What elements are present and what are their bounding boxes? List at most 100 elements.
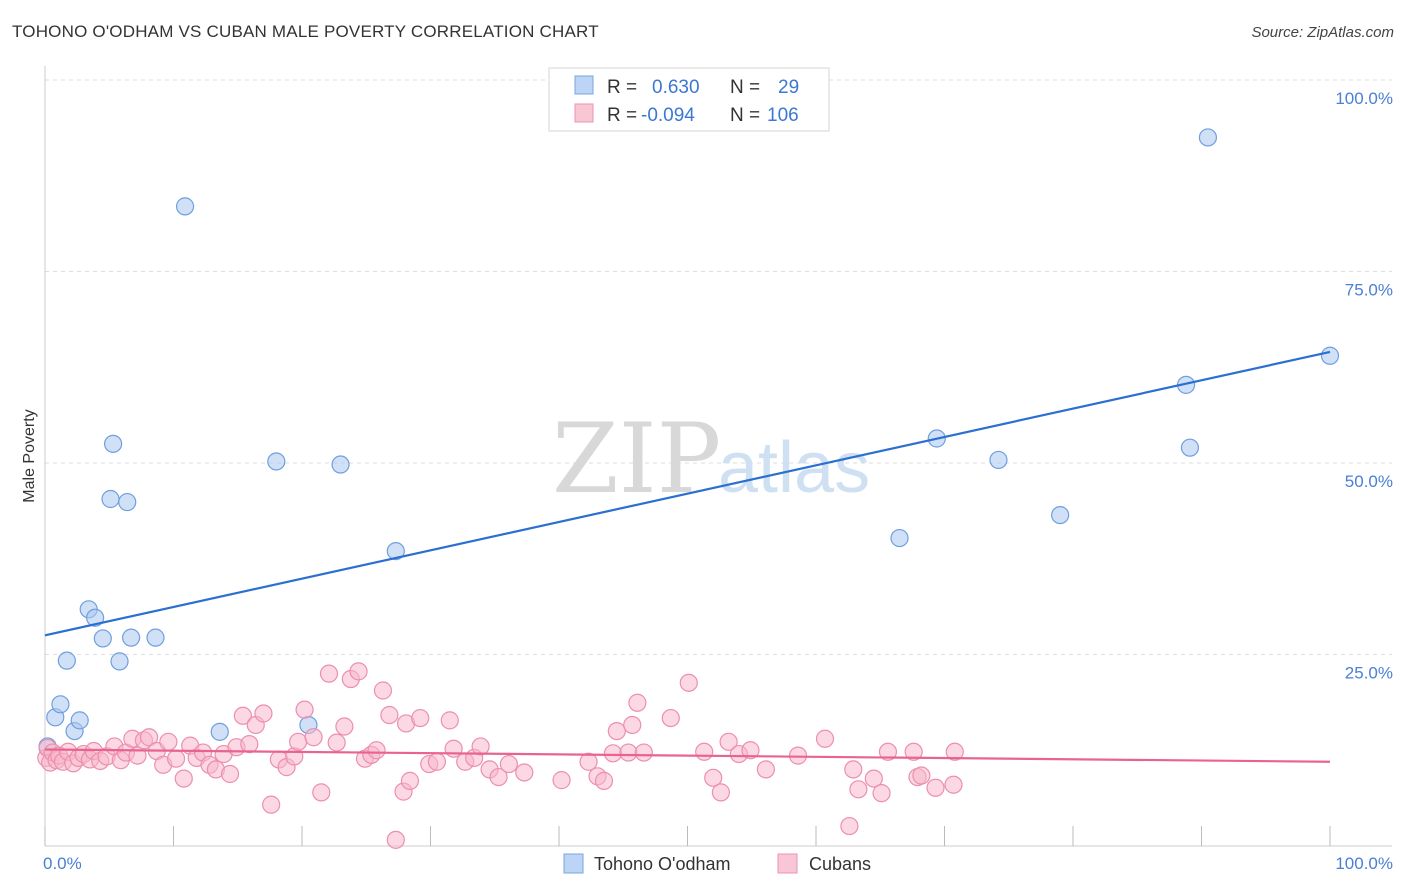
cubans-point-64: [440, 711, 459, 730]
cubans-point-51: [349, 662, 368, 681]
legend-n-label-2: N =: [730, 105, 760, 126]
cubans-point-70: [489, 767, 508, 787]
legend-r-value-2: -0.094: [641, 105, 695, 126]
y-axis-label: Male Poverty: [21, 409, 38, 502]
cubans-point-87: [711, 783, 731, 802]
cubans-point-86: [704, 768, 723, 787]
stats-legend: R = 0.630 N = 29 R = -0.094 N = 106: [548, 67, 830, 132]
tohono-point-19: [331, 455, 350, 474]
cubans-point-43: [289, 732, 308, 751]
tick-labels: 25.0% 50.0% 75.0% 100.0% 0.0% 100.0%: [43, 89, 1393, 873]
tohono-point-28: [1320, 346, 1340, 365]
cubans-point-48: [327, 733, 346, 752]
legend-n-value-1: 29: [778, 77, 799, 98]
bottom-legend-swatch-cubans: [777, 853, 798, 874]
cubans-point-104: [944, 775, 963, 794]
cubans-point-25: [166, 749, 186, 768]
cubans-point-100: [904, 742, 923, 761]
series-tohono-points: [38, 128, 1340, 756]
cubans-point-91: [756, 760, 775, 779]
cubans-point-77: [603, 744, 623, 763]
tohono-point-2: [51, 695, 70, 714]
cubans-point-85: [695, 742, 714, 761]
chart-source: Source: ZipAtlas.com: [1251, 24, 1394, 41]
tohono-point-24: [1051, 505, 1070, 525]
watermark: ZIP atlas: [552, 403, 870, 515]
tohono-point-10: [104, 434, 123, 453]
cubans-point-73: [552, 771, 571, 790]
cubans-point-35: [233, 706, 252, 725]
cubans-point-47: [319, 664, 339, 683]
y-tick-label-1: 50.0%: [1345, 472, 1393, 491]
tohono-point-26: [1180, 438, 1200, 457]
watermark-zip: ZIP: [552, 403, 721, 515]
tohono-point-20: [386, 541, 405, 561]
cubans-point-90: [741, 741, 760, 760]
cubans-point-44: [295, 700, 314, 719]
cubans-point-38: [254, 704, 273, 723]
cubans-point-96: [849, 780, 868, 799]
cubans-point-57: [386, 830, 405, 849]
legend-swatch-tohono: [574, 75, 594, 95]
axes: [44, 66, 1392, 847]
cubans-point-105: [945, 742, 964, 761]
x-tick-label-0: 0.0%: [43, 854, 82, 873]
cubans-point-94: [844, 760, 863, 779]
cubans-point-49: [335, 717, 354, 736]
cubans-point-72: [515, 763, 534, 782]
cubans-point-99: [878, 742, 898, 761]
cubans-point-80: [623, 715, 642, 735]
cubans-point-54: [367, 741, 386, 760]
tohono-point-15: [175, 197, 195, 216]
tohono-point-23: [989, 450, 1008, 470]
cubans-point-88: [719, 732, 738, 751]
cubans-point-95: [840, 816, 859, 836]
cubans-point-33: [220, 764, 240, 784]
cubans-point-82: [634, 743, 653, 762]
tohono-point-8: [93, 629, 112, 648]
cubans-point-74: [579, 752, 598, 771]
cubans-point-21: [139, 728, 159, 747]
cubans-trend-line: [44, 748, 1331, 763]
bottom-legend-label-cubans: Cubans: [809, 854, 871, 874]
cubans-point-83: [661, 708, 680, 728]
cubans-point-93: [815, 729, 835, 748]
cubans-point-24: [159, 732, 178, 751]
cubans-point-84: [679, 673, 698, 692]
cubans-point-56: [380, 705, 399, 725]
cubans-point-76: [594, 771, 614, 790]
cubans-point-26: [174, 769, 193, 788]
bottom-legend-swatch-tohono: [563, 853, 584, 874]
cubans-point-45: [304, 728, 323, 747]
tohono-point-7: [86, 608, 105, 627]
cubans-point-103: [926, 778, 945, 797]
bottom-legend-label-tohono: Tohono O'odham: [594, 854, 731, 874]
y-tick-label-3: 100.0%: [1335, 89, 1393, 108]
grid-lines: [45, 79, 1392, 655]
cubans-point-46: [312, 783, 331, 802]
cubans-point-78: [607, 721, 626, 741]
cubans-point-61: [411, 708, 430, 728]
tohono-point-11: [110, 652, 129, 671]
cubans-point-98: [872, 784, 891, 803]
cubans-point-79: [619, 743, 638, 762]
cubans-point-55: [373, 681, 393, 700]
legend-r-label-2: R =: [607, 105, 637, 126]
legend-r-value-1: 0.630: [652, 77, 700, 98]
trend-lines: [44, 350, 1331, 763]
cubans-point-36: [240, 735, 259, 754]
tohono-point-16: [210, 722, 229, 741]
x-tick-label-1: 100.0%: [1335, 854, 1393, 873]
cubans-point-97: [864, 769, 883, 788]
legend-swatch-cubans: [574, 103, 594, 123]
series-cubans-points: [37, 662, 964, 849]
cubans-point-71: [499, 754, 518, 774]
tohono-point-14: [146, 628, 165, 647]
cubans-point-59: [400, 771, 420, 790]
tohono-point-3: [57, 651, 76, 670]
tohono-point-5: [70, 711, 89, 730]
cubans-point-63: [427, 752, 447, 771]
cubans-point-81: [628, 693, 647, 712]
legend-n-value-2: 106: [767, 105, 799, 126]
